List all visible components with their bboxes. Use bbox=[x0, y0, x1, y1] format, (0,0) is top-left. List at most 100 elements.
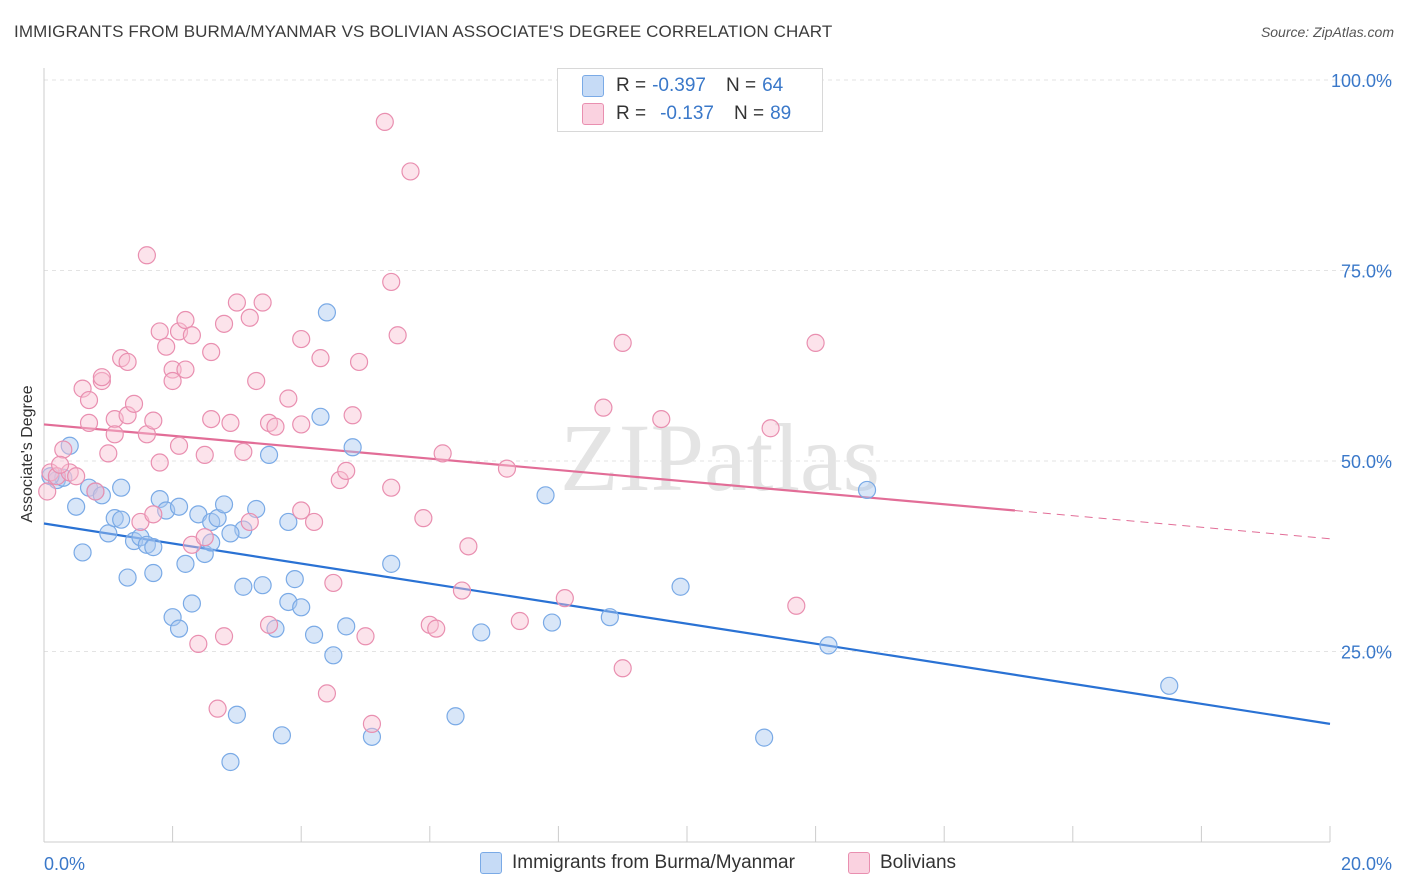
data-point-burma bbox=[176, 554, 195, 573]
data-point-bolivians bbox=[92, 371, 111, 391]
data-point-bolivians bbox=[343, 406, 362, 425]
data-point-bolivians bbox=[150, 453, 169, 472]
data-point-burma bbox=[150, 490, 169, 509]
stats-box: R = -0.397 N = 64 R = -0.137 N = 89 bbox=[557, 68, 823, 132]
data-point-burma bbox=[343, 438, 362, 457]
data-point-burma bbox=[73, 543, 92, 562]
data-point-bolivians bbox=[510, 611, 529, 631]
data-points bbox=[38, 112, 1179, 772]
y-tick-label: 25.0% bbox=[1341, 643, 1392, 663]
data-point-bolivians bbox=[150, 322, 169, 341]
y-tick-label: 50.0% bbox=[1341, 452, 1392, 472]
data-point-burma bbox=[221, 524, 240, 543]
data-point-bolivians bbox=[144, 411, 163, 430]
data-point-bolivians bbox=[208, 699, 227, 718]
data-point-bolivians bbox=[433, 444, 452, 463]
data-point-bolivians bbox=[67, 467, 86, 486]
data-point-burma bbox=[362, 727, 382, 746]
data-point-bolivians bbox=[304, 512, 324, 532]
data-point-burma bbox=[536, 486, 555, 505]
data-point-burma bbox=[311, 407, 330, 426]
data-point-bolivians bbox=[382, 478, 401, 497]
data-point-bolivians bbox=[214, 627, 234, 646]
data-point-burma bbox=[118, 568, 137, 587]
data-point-bolivians bbox=[176, 360, 195, 379]
axes bbox=[43, 68, 1331, 843]
legend-label-burma: Immigrants from Burma/Myanmar bbox=[512, 852, 795, 873]
x-tick-label: 20.0% bbox=[1341, 854, 1392, 874]
data-point-bolivians bbox=[452, 581, 472, 600]
data-point-bolivians bbox=[176, 310, 195, 330]
data-point-burma bbox=[285, 570, 304, 589]
data-point-bolivians bbox=[124, 394, 144, 413]
data-point-burma bbox=[279, 512, 298, 532]
data-point-burma bbox=[1160, 676, 1179, 695]
trend-line-bolivians bbox=[43, 423, 1016, 512]
legend-item-bolivians[interactable]: Bolivians bbox=[848, 852, 956, 874]
data-point-bolivians bbox=[38, 482, 57, 501]
data-point-burma bbox=[317, 303, 337, 322]
data-point-bolivians bbox=[240, 512, 259, 532]
data-point-burma bbox=[112, 478, 131, 497]
source-label: Source: ZipAtlas.com bbox=[1260, 24, 1394, 40]
data-point-burma bbox=[144, 538, 163, 557]
data-point-bolivians bbox=[317, 684, 337, 703]
data-point-burma bbox=[819, 636, 838, 655]
data-point-bolivians bbox=[337, 461, 356, 481]
data-point-bolivians bbox=[787, 596, 806, 615]
data-point-bolivians bbox=[50, 455, 70, 474]
data-point-burma bbox=[272, 726, 292, 745]
data-point-bolivians bbox=[613, 333, 632, 352]
r-label: R = bbox=[616, 103, 647, 124]
n-label: N = bbox=[725, 75, 757, 96]
data-point-burma bbox=[542, 613, 562, 632]
trend-line-bolivians-dashed bbox=[1014, 510, 1331, 540]
n-value: 64 bbox=[762, 75, 784, 96]
data-point-burma bbox=[169, 497, 189, 516]
data-point-bolivians bbox=[79, 413, 99, 432]
data-point-bolivians bbox=[157, 337, 176, 356]
r-value: -0.137 bbox=[660, 103, 714, 124]
data-point-burma bbox=[214, 495, 234, 514]
data-point-burma bbox=[671, 577, 690, 596]
stats-row-burma: R = -0.397 N = 64 bbox=[582, 75, 783, 97]
data-point-bolivians bbox=[594, 398, 613, 417]
data-point-burma bbox=[99, 524, 118, 543]
data-point-bolivians bbox=[118, 352, 137, 372]
data-point-bolivians bbox=[761, 419, 780, 438]
data-point-bolivians bbox=[427, 619, 446, 638]
trend-line-burma bbox=[43, 522, 1331, 725]
data-point-burma bbox=[182, 594, 201, 613]
data-point-bolivians bbox=[189, 634, 208, 653]
data-point-bolivians bbox=[54, 440, 73, 459]
data-point-bolivians bbox=[356, 627, 375, 646]
data-point-burma bbox=[304, 625, 324, 644]
data-point-bolivians bbox=[349, 352, 369, 372]
data-point-burma bbox=[446, 707, 465, 726]
data-point-burma bbox=[234, 577, 253, 596]
data-point-bolivians bbox=[382, 272, 401, 292]
legend-item-burma[interactable]: Immigrants from Burma/Myanmar bbox=[480, 852, 795, 874]
data-point-bolivians bbox=[279, 389, 298, 408]
data-point-burma bbox=[755, 728, 774, 747]
data-point-bolivians bbox=[555, 589, 574, 608]
data-point-bolivians bbox=[497, 459, 517, 478]
data-point-burma bbox=[600, 608, 619, 627]
data-point-burma bbox=[857, 480, 877, 500]
legend-swatch-bolivians bbox=[848, 852, 870, 874]
data-point-bolivians bbox=[99, 444, 118, 463]
y-tick-label: 100.0% bbox=[1331, 71, 1392, 91]
data-point-burma bbox=[337, 617, 356, 636]
data-point-bolivians bbox=[144, 505, 163, 524]
data-point-burma bbox=[112, 510, 131, 529]
data-point-bolivians bbox=[221, 413, 240, 432]
data-point-bolivians bbox=[388, 326, 407, 345]
data-point-bolivians bbox=[92, 368, 111, 387]
y-tick-label: 75.0% bbox=[1341, 262, 1392, 282]
data-point-bolivians bbox=[292, 415, 311, 434]
data-point-bolivians bbox=[806, 333, 825, 352]
data-point-bolivians bbox=[169, 436, 189, 455]
data-point-bolivians bbox=[105, 425, 124, 444]
grid-lines bbox=[44, 79, 1392, 652]
data-point-bolivians bbox=[118, 406, 137, 425]
